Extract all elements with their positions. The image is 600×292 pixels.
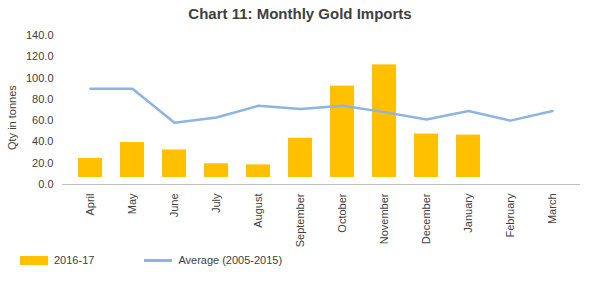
svg-text:October: October [336,193,348,232]
svg-text:120.0: 120.0 [26,50,54,62]
svg-text:140.0: 140.0 [26,29,54,41]
svg-text:August: August [252,194,264,228]
svg-text:80.0: 80.0 [32,93,53,105]
html-text:Average (2005-2015): Average (2005-2015) [178,254,283,266]
html-text:2016-17: 2016-17 [54,254,95,266]
svg-text:March: March [546,194,558,225]
svg-text:July: July [210,193,222,213]
svg-text:60.0: 60.0 [32,114,53,126]
svg-text:December: December [420,193,432,244]
svg-text:June: June [168,194,180,218]
svg-text:May: May [126,193,138,214]
svg-text:0.0: 0.0 [38,178,53,190]
svg-text:40.0: 40.0 [32,135,53,147]
svg-text:20.0: 20.0 [32,157,53,169]
svg-text:April: April [84,194,96,216]
svg-text:November: November [378,193,390,244]
svg-text:February: February [504,193,516,238]
html-text:Qty in tonnes: Qty in tonnes [6,85,18,150]
svg-text:January: January [462,193,474,233]
html-text:Chart 11: Monthly Gold Imports: Chart 11: Monthly Gold Imports [188,5,412,22]
svg-text:100.0: 100.0 [26,72,54,84]
svg-text:September: September [294,193,306,247]
